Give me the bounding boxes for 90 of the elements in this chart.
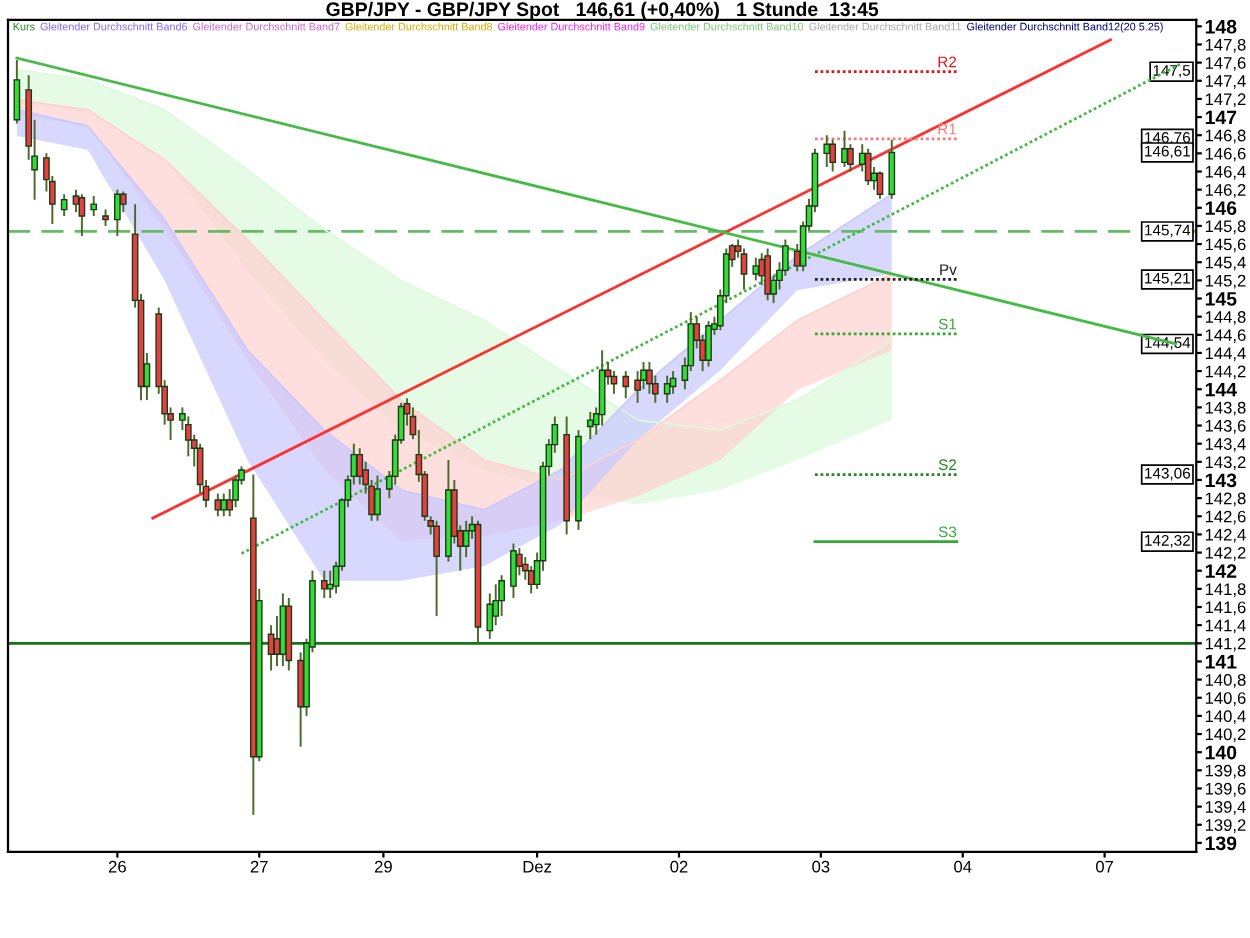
- candlestick: [858, 143, 866, 173]
- y-tick-label: 146,6: [1205, 147, 1246, 162]
- candlestick: [610, 370, 618, 395]
- x-tick-label: 29: [374, 860, 392, 873]
- candlestick: [356, 447, 364, 486]
- y-tick-label: 141,6: [1205, 601, 1246, 616]
- y-tick-label: 141,2: [1205, 637, 1246, 652]
- y-tick-label: 142,8: [1205, 492, 1246, 507]
- candlestick: [864, 147, 872, 187]
- candlestick: [764, 247, 772, 302]
- candlestick: [232, 474, 239, 509]
- y-tick-label: 139,4: [1205, 801, 1246, 815]
- candlestick: [320, 569, 328, 599]
- y-tick-label: 146,2: [1205, 184, 1246, 198]
- candlestick: [326, 569, 334, 599]
- y-tick-label: 139: [1205, 836, 1237, 851]
- candlestick: [527, 565, 535, 595]
- y-tick-label: 140,4: [1205, 710, 1246, 725]
- candlestick: [740, 247, 748, 291]
- y-tick-label: 139,8: [1205, 764, 1246, 779]
- candlestick: [297, 651, 304, 748]
- y-tick-label: 147,4: [1205, 75, 1246, 89]
- candlestick: [433, 519, 440, 618]
- y-tick-label: 147: [1205, 110, 1237, 125]
- candlestick: [705, 320, 712, 368]
- y-tick-label: 147,8: [1205, 38, 1246, 53]
- y-tick-label: 143,6: [1205, 419, 1246, 434]
- chart-title: GBP/JPY - GBP/JPY Spot 146,61 (+0,40%) 1 Stunde 13:45: [326, 1, 879, 20]
- x-tick-label: 27: [250, 860, 268, 873]
- candlestick: [634, 370, 641, 404]
- candlestick: [119, 190, 127, 214]
- y-tick-label: 139,2: [1205, 819, 1246, 833]
- y-tick-label: 142: [1205, 564, 1237, 578]
- y-tick-label: 146: [1205, 201, 1237, 216]
- candlestick: [663, 374, 671, 404]
- y-tick-label: 141,4: [1205, 619, 1246, 634]
- y-tick-label: 143,4: [1205, 438, 1246, 452]
- candlestick: [220, 492, 228, 518]
- y-tick-label: 143,2: [1205, 456, 1246, 471]
- candlestick: [829, 138, 837, 173]
- candlestick: [184, 415, 192, 458]
- candlestick: [486, 592, 494, 640]
- y-tick-label: 142,2: [1205, 546, 1246, 561]
- candlestick: [510, 542, 517, 599]
- y-tick-label: 141: [1205, 655, 1237, 669]
- candlestick: [888, 138, 896, 200]
- candlestick: [114, 188, 121, 237]
- y-tick-label: 141,8: [1205, 583, 1246, 598]
- candlestick: [876, 170, 884, 200]
- candlestick: [462, 519, 470, 559]
- y-tick-label: 140,8: [1205, 674, 1246, 688]
- x-tick-label: 04: [954, 860, 972, 873]
- candlestick: [646, 361, 653, 395]
- x-tick-label: 02: [670, 860, 688, 873]
- y-tick-label: 147,6: [1205, 57, 1246, 71]
- x-tick-label: 07: [1096, 860, 1114, 873]
- y-tick-label: 140,2: [1205, 728, 1246, 743]
- x-tick-label: 26: [108, 860, 126, 873]
- y-tick-label: 145: [1205, 292, 1237, 306]
- candlestick: [841, 129, 848, 168]
- y-tick-label: 148: [1205, 19, 1237, 34]
- candlestick: [622, 370, 630, 400]
- candlestick: [374, 474, 381, 522]
- candlestick: [586, 410, 594, 441]
- y-tick-label: 139,6: [1205, 782, 1246, 797]
- candlestick: [78, 193, 86, 237]
- y-tick-label: 140: [1205, 745, 1237, 760]
- x-tick-label: Dez: [523, 860, 552, 873]
- y-tick-label: 145,4: [1205, 256, 1246, 271]
- y-tick-label: 146,8: [1205, 129, 1246, 144]
- y-tick-label: 145,8: [1205, 220, 1246, 235]
- y-tick-label: 144: [1205, 382, 1237, 397]
- y-tick-label: 140,6: [1205, 692, 1246, 706]
- y-tick-label: 147,2: [1205, 93, 1246, 108]
- y-tick-label: 144,8: [1205, 311, 1246, 325]
- y-tick-label: 144,4: [1205, 347, 1246, 362]
- y-tick-label: 143: [1205, 473, 1237, 488]
- candlestick: [752, 256, 760, 282]
- y-tick-label: 145,2: [1205, 274, 1246, 289]
- candlestick: [60, 193, 68, 217]
- y-tick-label: 142,6: [1205, 510, 1246, 525]
- y-tick-label: 143,8: [1205, 401, 1246, 416]
- y-tick-label: 144,2: [1205, 365, 1246, 380]
- y-tick-label: 144,6: [1205, 329, 1246, 343]
- y-tick-label: 146,4: [1205, 165, 1246, 180]
- candlestick: [90, 195, 98, 217]
- x-tick-label: 03: [812, 860, 830, 873]
- candlestick: [498, 574, 505, 618]
- y-tick-label: 142,4: [1205, 528, 1246, 543]
- y-tick-label: 145,6: [1205, 238, 1246, 253]
